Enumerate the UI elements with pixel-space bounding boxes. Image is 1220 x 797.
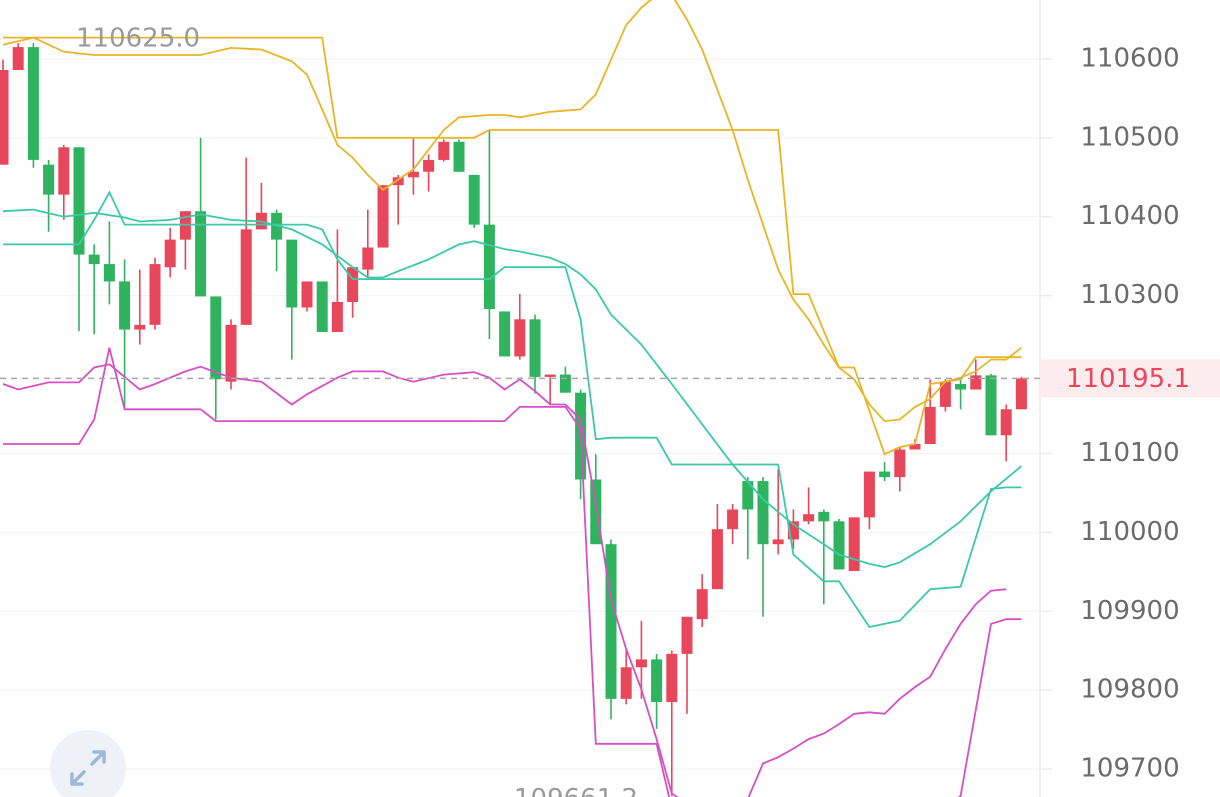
candle-body xyxy=(909,443,921,450)
candle-body xyxy=(0,69,9,165)
candle-body xyxy=(544,374,556,377)
candle-body xyxy=(757,481,769,545)
candle-body xyxy=(73,147,85,255)
candle-body xyxy=(195,211,207,297)
candle-body xyxy=(43,164,55,195)
indicator-line xyxy=(2,208,1022,569)
candle-body xyxy=(499,311,511,357)
candle-body xyxy=(1000,409,1012,436)
candle-body xyxy=(605,544,617,699)
candle-body xyxy=(392,177,404,186)
candle-body xyxy=(924,406,936,444)
candle-body xyxy=(742,481,754,510)
candle-body xyxy=(514,319,526,357)
last-price-box xyxy=(1040,359,1220,398)
min-label: 109661.2 xyxy=(514,784,638,797)
candle-body xyxy=(134,324,146,330)
y-tick-label: 109700 xyxy=(1080,754,1179,784)
expand-button[interactable] xyxy=(50,730,126,797)
max-label: 110625.0 xyxy=(76,24,200,54)
candle-body xyxy=(316,281,328,332)
candle-body xyxy=(225,324,237,382)
axis-panel xyxy=(1040,0,1220,797)
candle-body xyxy=(468,174,480,225)
indicator-line xyxy=(2,0,1022,423)
candle-body xyxy=(787,521,799,540)
candle-body xyxy=(453,141,465,172)
candle-body xyxy=(210,296,222,380)
candle-body xyxy=(119,281,131,330)
candle-body xyxy=(407,171,419,178)
indicator-line xyxy=(3,347,1022,797)
y-tick-label: 110100 xyxy=(1080,438,1179,468)
candle-body xyxy=(590,479,602,545)
candle-body xyxy=(286,239,298,308)
last-price-label: 110195.1 xyxy=(1066,364,1190,394)
candle-body xyxy=(423,159,435,172)
candle-body xyxy=(818,511,830,522)
indicator-line xyxy=(3,36,1022,456)
candle-body xyxy=(240,229,252,325)
candle-body xyxy=(27,47,39,160)
candle-body xyxy=(939,381,951,407)
expand-circle[interactable] xyxy=(50,730,126,797)
y-tick-label: 110000 xyxy=(1080,517,1179,547)
grid xyxy=(0,58,1040,770)
y-tick-label: 110500 xyxy=(1080,122,1179,152)
candle-body xyxy=(331,301,343,332)
candle-body xyxy=(529,319,541,377)
candle-body xyxy=(970,375,982,390)
candle-body xyxy=(635,659,647,668)
candle-body xyxy=(863,471,875,518)
indicator-line xyxy=(3,190,1022,629)
y-tick-label: 110600 xyxy=(1080,43,1179,73)
candle-body xyxy=(651,659,663,703)
candle-body xyxy=(985,375,997,436)
candle-body xyxy=(666,653,678,703)
candle-body xyxy=(149,264,161,325)
y-tick-label: 110400 xyxy=(1080,201,1179,231)
candle-body xyxy=(1015,378,1027,410)
candle-body xyxy=(438,141,450,160)
candle-body xyxy=(772,539,784,545)
candle-body xyxy=(727,509,739,530)
candle-body xyxy=(164,239,176,268)
candle-body xyxy=(620,667,632,699)
candle-body xyxy=(103,264,115,282)
candle-body xyxy=(483,224,495,310)
y-axis: 109700 109800 109900 110000 110100 110300 1104… xyxy=(1040,43,1220,784)
candle-body xyxy=(347,267,359,302)
candle-body xyxy=(88,254,100,265)
indicator-line xyxy=(2,363,1007,797)
candle-body xyxy=(833,521,845,570)
candle-body xyxy=(803,514,815,522)
candle-body xyxy=(848,517,860,572)
y-tick-label: 109800 xyxy=(1080,675,1179,705)
candle-body xyxy=(681,616,693,654)
candle-body xyxy=(955,384,967,390)
expand-icon[interactable] xyxy=(70,750,106,786)
candle-body xyxy=(894,449,906,478)
candle-body xyxy=(711,529,723,590)
candle-body xyxy=(301,281,313,308)
candle-body xyxy=(362,247,374,270)
candle-body xyxy=(12,47,24,70)
plot-area: 110625.0 109661.2 xyxy=(0,0,1040,797)
candle-body xyxy=(377,185,389,248)
y-tick-label: 110300 xyxy=(1080,280,1179,310)
candle-body xyxy=(58,147,70,195)
candle-body xyxy=(879,471,891,478)
candle-body xyxy=(696,589,708,620)
y-tick-label: 109900 xyxy=(1080,596,1179,626)
candle-body xyxy=(559,374,571,393)
